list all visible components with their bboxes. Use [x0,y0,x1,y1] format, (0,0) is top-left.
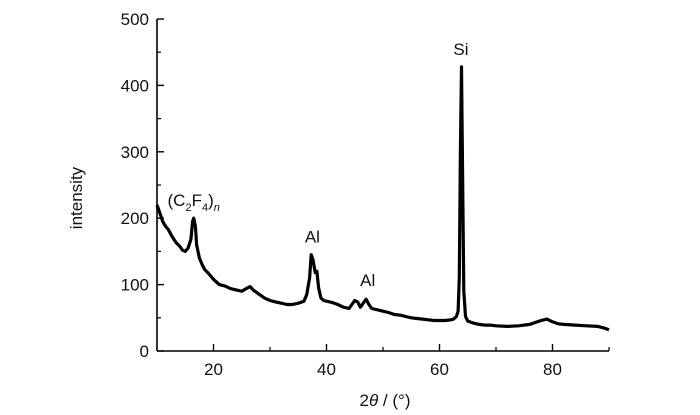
x-axis-title-unit: / (°) [378,391,410,410]
peak-label-al1: Al [305,228,320,247]
x-tick-label: 60 [430,360,449,379]
x-axis-title-theta: θ [369,391,379,410]
plot-area: 0 100 200 300 400 500 20 40 60 80 (C2F4)n Al Al Si [121,10,610,379]
label-subscript: 2 [185,202,191,214]
y-tick-label: 500 [121,10,149,29]
y-tick-label: 200 [121,209,149,228]
xrd-pattern-line [155,65,610,332]
x-tick-label: 40 [317,360,336,379]
label-part: (C [168,191,186,210]
y-axis-title: intensity [67,166,86,229]
y-tick-label: 300 [121,143,149,162]
label-part: ) [208,191,214,210]
label-part: F [192,191,202,210]
y-tick-label: 400 [121,76,149,95]
x-tick-label: 80 [543,360,562,379]
x-axis-title: 2θ / (°) [360,391,411,410]
y-tick-label: 0 [140,342,149,361]
x-tick-label: 20 [204,360,223,379]
label-subscript: 4 [202,202,208,214]
peak-label-c2f4: (C2F4)n [168,191,220,214]
peak-label-al2: Al [360,271,375,290]
y-tick-label: 100 [121,276,149,295]
x-axis-title-main: 2 [360,391,369,410]
label-subscript: n [214,202,220,214]
peak-label-si: Si [453,40,468,59]
